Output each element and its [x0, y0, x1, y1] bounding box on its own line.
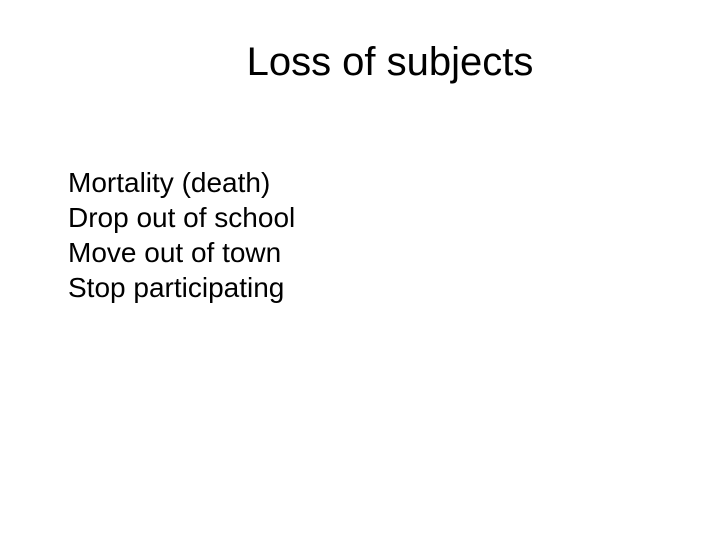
body-line: Mortality (death) — [68, 165, 670, 200]
body-line: Stop participating — [68, 270, 670, 305]
body-line: Move out of town — [68, 235, 670, 270]
slide-title: Loss of subjects — [110, 40, 670, 85]
slide-body: Mortality (death) Drop out of school Mov… — [68, 165, 670, 305]
body-line: Drop out of school — [68, 200, 670, 235]
slide-container: Loss of subjects Mortality (death) Drop … — [0, 0, 720, 540]
